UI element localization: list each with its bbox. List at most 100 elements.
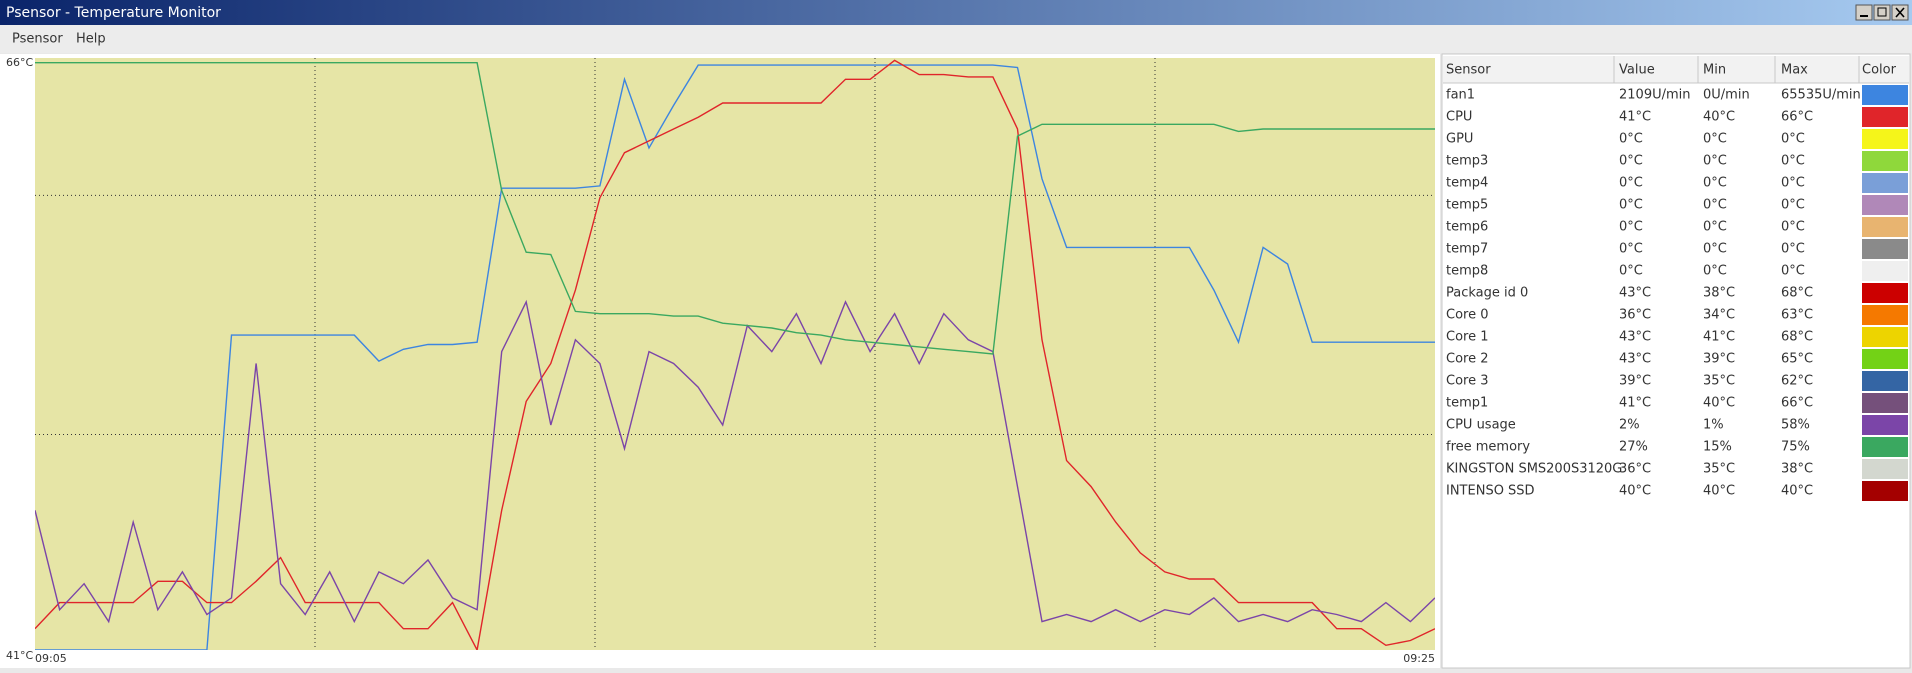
color-swatch	[1862, 349, 1908, 369]
sensor-name: INTENSO SSD	[1446, 484, 1535, 499]
sensor-row: temp6 0°C 0°C 0°C	[1446, 217, 1908, 237]
sensor-name: Core 2	[1446, 352, 1489, 367]
sensor-value: 0°C	[1619, 242, 1643, 257]
color-swatch	[1862, 261, 1908, 281]
sensor-value: 0°C	[1619, 198, 1643, 213]
sensor-name: temp7	[1446, 242, 1488, 257]
sensor-name: Core 1	[1446, 330, 1489, 345]
sensor-row: CPU 41°C 40°C 66°C	[1446, 107, 1908, 127]
sensor-name: temp5	[1446, 198, 1488, 213]
sensor-min: 0°C	[1703, 198, 1727, 213]
sensor-row: temp8 0°C 0°C 0°C	[1446, 261, 1908, 281]
sensor-max: 58%	[1781, 418, 1810, 433]
sensor-line	[35, 62, 1435, 355]
sensor-row: free memory 27% 15% 75%	[1446, 437, 1908, 457]
color-swatch	[1862, 129, 1908, 149]
sensor-value: 0°C	[1619, 132, 1643, 147]
sensor-min: 0U/min	[1703, 88, 1750, 103]
sensor-value: 27%	[1619, 440, 1648, 455]
menu-item[interactable]: Psensor	[12, 32, 63, 47]
plot: 66°C 41°C 09:05 09:25	[6, 56, 1435, 665]
sensor-max: 75%	[1781, 440, 1810, 455]
sensor-value: 0°C	[1619, 220, 1643, 235]
sensor-min: 1%	[1703, 418, 1724, 433]
sensor-value: 40°C	[1619, 484, 1651, 499]
sensor-min: 0°C	[1703, 242, 1727, 257]
sensor-max: 0°C	[1781, 264, 1805, 279]
sensor-max: 40°C	[1781, 484, 1813, 499]
sensor-row: Core 0 36°C 34°C 63°C	[1446, 305, 1908, 325]
sensor-value: 43°C	[1619, 286, 1651, 301]
window-controls	[1855, 4, 1909, 21]
sensor-name: CPU	[1446, 110, 1472, 125]
sensor-max: 65535U/min	[1781, 88, 1861, 103]
column-header[interactable]: Min	[1703, 63, 1726, 78]
sensor-row: Package id 0 43°C 38°C 68°C	[1446, 283, 1908, 303]
color-swatch	[1862, 217, 1908, 237]
sensor-table: Sensor Value Min Max Color fan1 2109U/min 0U/mi…	[1443, 56, 1909, 501]
sensor-value: 36°C	[1619, 308, 1651, 323]
x-tick-label: 09:25	[1403, 652, 1435, 665]
sensor-value: 41°C	[1619, 110, 1651, 125]
sensor-line	[35, 59, 1435, 650]
sensor-max: 0°C	[1781, 242, 1805, 257]
sensor-min: 34°C	[1703, 308, 1735, 323]
sensor-name: CPU usage	[1446, 418, 1516, 433]
sensor-row: fan1 2109U/min 0U/min 65535U/min	[1446, 85, 1908, 105]
sensor-row: Core 3 39°C 35°C 62°C	[1446, 371, 1908, 391]
sensor-min: 41°C	[1703, 330, 1735, 345]
maximize-button[interactable]	[1873, 4, 1891, 21]
column-header[interactable]: Value	[1619, 63, 1655, 78]
column-header[interactable]: Max	[1781, 63, 1808, 78]
sensor-row: temp4 0°C 0°C 0°C	[1446, 173, 1908, 193]
sensor-max: 68°C	[1781, 330, 1813, 345]
sensor-panel	[1441, 53, 1911, 669]
color-swatch	[1862, 437, 1908, 457]
sensor-max: 0°C	[1781, 176, 1805, 191]
sensor-min: 0°C	[1703, 264, 1727, 279]
title-bar	[0, 0, 1912, 25]
lines	[35, 59, 1435, 650]
sensor-max: 66°C	[1781, 396, 1813, 411]
sensor-min: 40°C	[1703, 396, 1735, 411]
sensor-min: 40°C	[1703, 110, 1735, 125]
sensor-value: 39°C	[1619, 374, 1651, 389]
column-header[interactable]: Sensor	[1446, 63, 1491, 78]
color-swatch	[1862, 393, 1908, 413]
sensor-value: 0°C	[1619, 154, 1643, 169]
sensor-name: KINGSTON SMS200S3120G	[1446, 462, 1622, 477]
color-swatch	[1862, 481, 1908, 501]
sensor-max: 0°C	[1781, 132, 1805, 147]
sensor-max: 0°C	[1781, 198, 1805, 213]
y-tick-label: 41°C	[6, 649, 33, 662]
sensor-value: 2%	[1619, 418, 1640, 433]
menu-item[interactable]: Help	[76, 32, 106, 47]
minimize-button[interactable]	[1855, 4, 1873, 21]
color-swatch	[1862, 239, 1908, 259]
sensor-name: Core 3	[1446, 374, 1489, 389]
sensor-max: 63°C	[1781, 308, 1813, 323]
sensor-value: 43°C	[1619, 330, 1651, 345]
sensor-name: Package id 0	[1446, 286, 1528, 301]
sensor-max: 0°C	[1781, 220, 1805, 235]
sensor-max: 68°C	[1781, 286, 1813, 301]
sensor-max: 65°C	[1781, 352, 1813, 367]
sensor-min: 0°C	[1703, 176, 1727, 191]
color-swatch	[1862, 305, 1908, 325]
sensor-row: temp3 0°C 0°C 0°C	[1446, 151, 1908, 171]
sensor-name: GPU	[1446, 132, 1473, 147]
column-header[interactable]: Color	[1862, 63, 1897, 78]
y-tick-label: 66°C	[6, 56, 33, 69]
sensor-name: temp3	[1446, 154, 1488, 169]
sensor-value: 41°C	[1619, 396, 1651, 411]
sensor-name: temp6	[1446, 220, 1488, 235]
sensor-value: 43°C	[1619, 352, 1651, 367]
sensor-line	[35, 299, 1435, 624]
maximize-icon	[1877, 7, 1887, 17]
sensor-value: 36°C	[1619, 462, 1651, 477]
sensor-row: CPU usage 2% 1% 58%	[1446, 415, 1908, 435]
color-swatch	[1862, 415, 1908, 435]
plot-background	[35, 58, 1435, 650]
